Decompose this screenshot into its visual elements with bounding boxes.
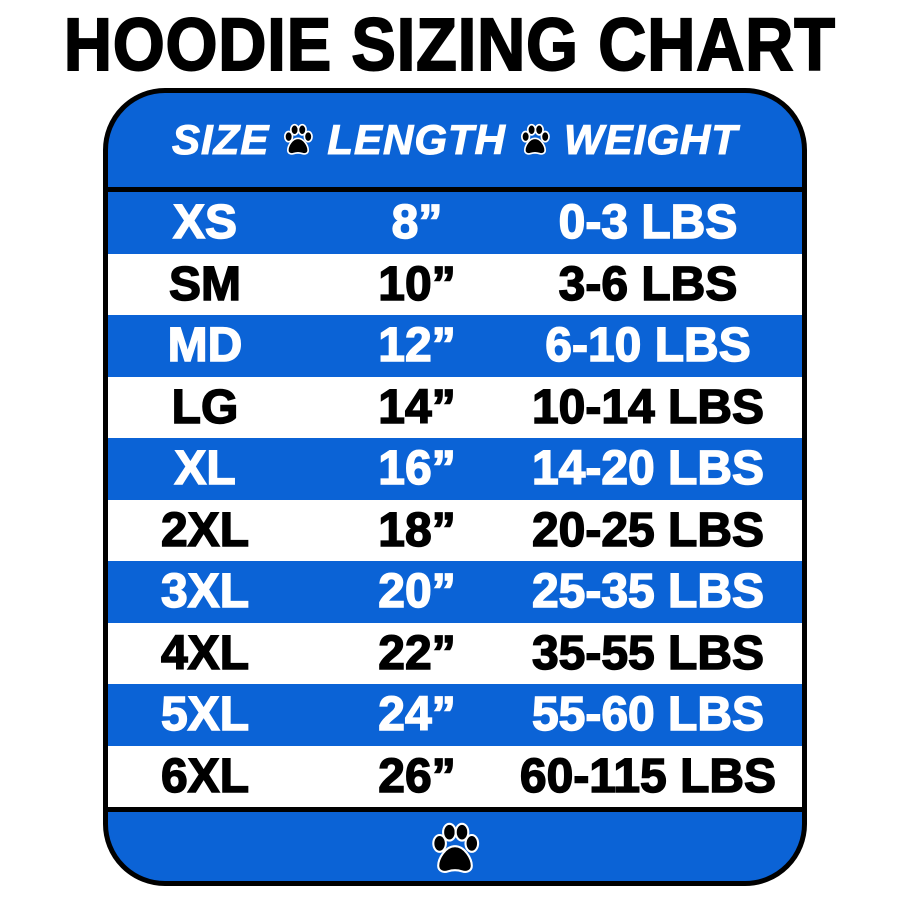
length-cell: 18”: [378, 503, 457, 558]
length-cell: 22”: [378, 626, 457, 681]
size-cell: LG: [171, 380, 239, 435]
weight-cell: 14-20 LBS: [531, 442, 765, 497]
size-cell: 6XL: [160, 749, 250, 804]
size-cell: XL: [174, 442, 237, 497]
table-row: 2XL 18” 20-25 LBS: [108, 499, 802, 561]
size-cell: 3XL: [160, 565, 250, 620]
header-length: LENGTH: [327, 116, 507, 164]
table-row: 5XL 24” 55-60 LBS: [108, 684, 802, 746]
paw-print-icon: [284, 123, 314, 155]
weight-cell: 6-10 LBS: [545, 319, 752, 374]
header-size: SIZE: [171, 116, 270, 164]
table-row: 3XL 20” 25-35 LBS: [108, 561, 802, 623]
table-footer: [108, 807, 802, 881]
weight-cell: 10-14 LBS: [531, 380, 765, 435]
sizing-table: SIZE LENGTH WEIGHT XS 8” 0-3 LBS SM 10” 3-6 L…: [103, 88, 807, 886]
table-row: LG 14” 10-14 LBS: [108, 376, 802, 438]
weight-cell: 0-3 LBS: [558, 196, 738, 251]
weight-cell: 20-25 LBS: [531, 503, 765, 558]
weight-cell: 60-115 LBS: [519, 749, 777, 804]
chart-title: HOODIE SIZING CHART: [0, 0, 900, 90]
weight-cell: 25-35 LBS: [531, 565, 765, 620]
table-header: SIZE LENGTH WEIGHT: [108, 93, 802, 192]
length-cell: 12”: [378, 319, 457, 374]
length-cell: 26”: [378, 749, 457, 804]
table-row: XS 8” 0-3 LBS: [108, 192, 802, 254]
table-row: 6XL 26” 60-115 LBS: [108, 745, 802, 807]
length-cell: 24”: [378, 688, 457, 743]
size-cell: XS: [172, 196, 238, 251]
weight-cell: 3-6 LBS: [558, 257, 738, 312]
title-text: HOODIE SIZING CHART: [63, 2, 836, 87]
table-row: 4XL 22” 35-55 LBS: [108, 622, 802, 684]
length-cell: 10”: [378, 257, 457, 312]
table-row: SM 10” 3-6 LBS: [108, 253, 802, 315]
header-weight: WEIGHT: [564, 116, 738, 164]
length-cell: 8”: [391, 196, 443, 251]
weight-cell: 55-60 LBS: [531, 688, 765, 743]
size-cell: 2XL: [160, 503, 250, 558]
size-cell: SM: [168, 257, 242, 312]
length-cell: 20”: [378, 565, 457, 620]
table-row: XL 16” 14-20 LBS: [108, 438, 802, 500]
paw-print-icon: [520, 123, 550, 155]
size-cell: 4XL: [160, 626, 250, 681]
table-body: XS 8” 0-3 LBS SM 10” 3-6 LBS MD 12” 6-10 LBS LG 14…: [108, 192, 802, 807]
weight-cell: 35-55 LBS: [531, 626, 765, 681]
table-row: MD 12” 6-10 LBS: [108, 315, 802, 377]
length-cell: 14”: [378, 380, 457, 435]
size-cell: MD: [167, 319, 243, 374]
paw-print-icon: [432, 822, 480, 873]
size-cell: 5XL: [160, 688, 250, 743]
length-cell: 16”: [378, 442, 457, 497]
